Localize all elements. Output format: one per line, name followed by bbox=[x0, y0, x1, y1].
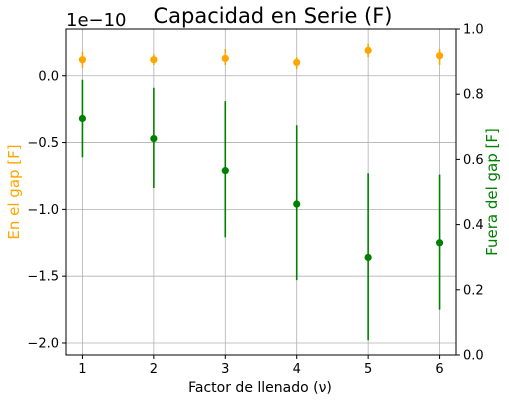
x-tick-label: 1 bbox=[78, 362, 86, 377]
right-y-tick-label: 1.0 bbox=[463, 23, 484, 38]
right-y-tick-label: 0.4 bbox=[463, 218, 484, 233]
data-point bbox=[221, 167, 229, 175]
data-point bbox=[293, 58, 301, 67]
x-tick-label: 2 bbox=[150, 362, 158, 377]
data-point bbox=[150, 56, 158, 64]
right-y-axis-label: Fuera del gap [F] bbox=[483, 128, 501, 256]
x-axis-label: Factor de llenado (ν) bbox=[188, 380, 332, 396]
right-y-tick-label: 0.0 bbox=[463, 349, 484, 364]
left-y-tick-label: −2.0 bbox=[27, 336, 59, 351]
chart-title: Capacidad en Serie (F) bbox=[154, 4, 393, 28]
data-point bbox=[78, 56, 87, 64]
x-tick-label: 3 bbox=[221, 362, 229, 377]
right-y-tick-label: 0.2 bbox=[463, 283, 484, 298]
data-point bbox=[435, 239, 444, 247]
right-y-tick-label: 0.6 bbox=[463, 153, 484, 168]
axis-offset-text: 1e−10 bbox=[66, 10, 127, 31]
x-tick-label: 5 bbox=[364, 362, 372, 377]
grid-lines bbox=[66, 29, 456, 355]
data-point bbox=[435, 52, 444, 60]
left-y-tick-label: 0.0 bbox=[38, 69, 59, 84]
data-point bbox=[150, 134, 158, 143]
x-tick-label: 6 bbox=[435, 362, 443, 377]
left-y-tick-label: −1.5 bbox=[27, 270, 59, 285]
left-y-tick-label: −0.5 bbox=[27, 136, 59, 151]
right-y-tick-label: 0.8 bbox=[463, 88, 484, 103]
left-y-tick-label: −1.0 bbox=[27, 203, 59, 218]
data-point bbox=[364, 253, 372, 262]
series-layer bbox=[78, 43, 444, 341]
plot-frame bbox=[65, 28, 457, 356]
data-point bbox=[221, 54, 229, 62]
data-point bbox=[293, 200, 301, 208]
left-y-axis-label: En el gap [F] bbox=[5, 144, 23, 239]
data-point bbox=[78, 114, 87, 123]
x-tick-label: 4 bbox=[293, 362, 301, 377]
axes: 1 2 3 4 5 6 0.0 −0.5 −1.0 −1.5 −2.0 0.0 0.2 0.4 0.6 0.8… bbox=[27, 23, 483, 378]
data-point bbox=[364, 46, 372, 54]
